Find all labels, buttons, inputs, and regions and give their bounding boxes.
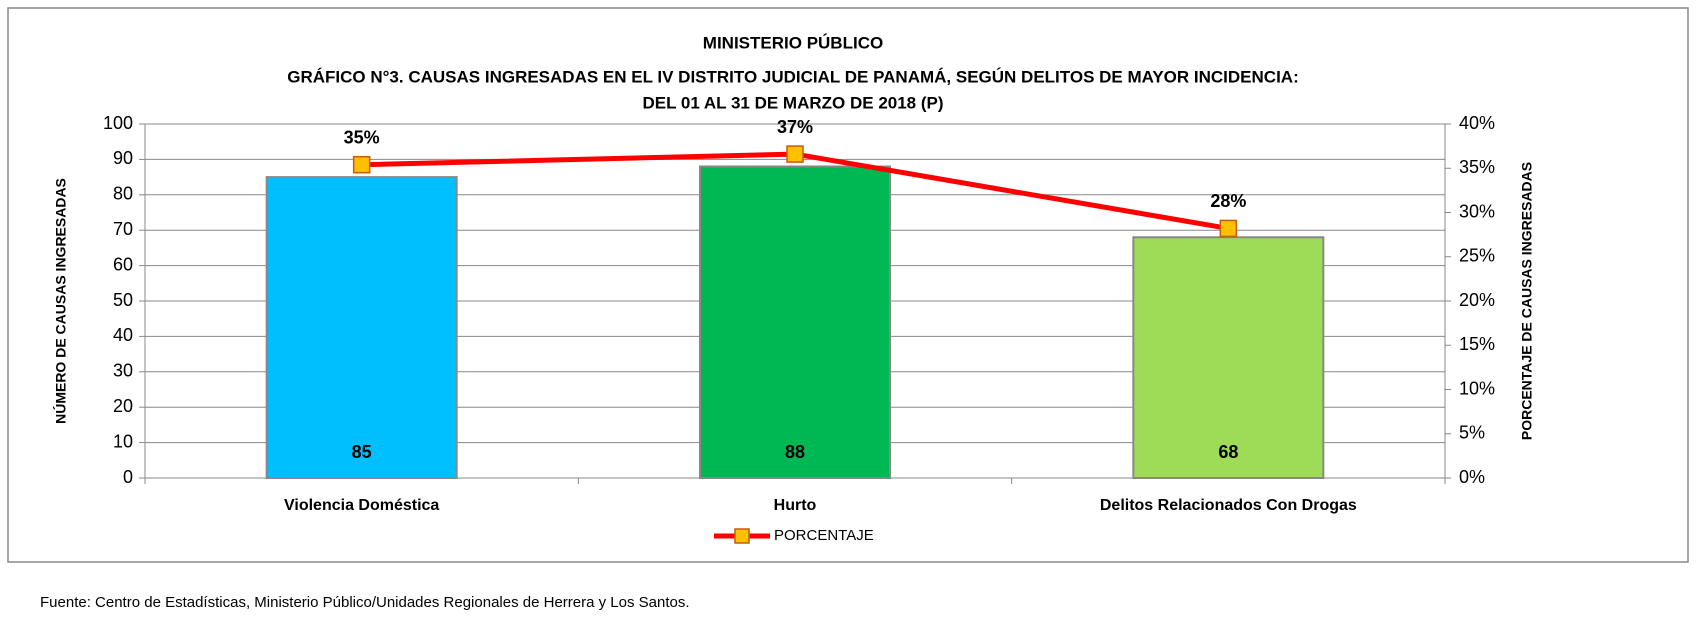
x-tick-label: Violencia Doméstica bbox=[284, 497, 439, 514]
y-tick-label: 10 bbox=[113, 431, 133, 451]
bar-value-label: 85 bbox=[352, 442, 372, 462]
y2-tick-label: 10% bbox=[1459, 378, 1495, 398]
bar-value-label: 88 bbox=[785, 442, 805, 462]
y2-tick-label: 5% bbox=[1459, 423, 1485, 443]
line-value-label: 37% bbox=[777, 117, 813, 137]
legend-marker bbox=[734, 528, 750, 544]
y-tick-label: 70 bbox=[113, 219, 133, 239]
line-value-label: 28% bbox=[1210, 191, 1246, 211]
y-tick-label: 80 bbox=[113, 184, 133, 204]
legend-label: PORCENTAJE bbox=[774, 527, 874, 544]
y-tick-label: 30 bbox=[113, 361, 133, 381]
line-value-label: 35% bbox=[344, 127, 380, 147]
bar bbox=[1132, 236, 1325, 479]
y2-tick-label: 30% bbox=[1459, 201, 1495, 221]
line-marker bbox=[352, 155, 371, 174]
y2-tick-label: 0% bbox=[1459, 467, 1485, 487]
y2-tick-label: 40% bbox=[1459, 113, 1495, 133]
y-tick-label: 50 bbox=[113, 290, 133, 310]
bar bbox=[265, 176, 458, 479]
y-tick-label: 90 bbox=[113, 148, 133, 168]
y2-tick-label: 20% bbox=[1459, 290, 1495, 310]
bar bbox=[699, 165, 891, 479]
x-tick-label: Delitos Relacionados Con Drogas bbox=[1100, 497, 1357, 514]
chart-title: MINISTERIO PÚBLICO bbox=[703, 33, 883, 52]
chart-subtitle: DEL 01 AL 31 DE MARZO DE 2018 (P) bbox=[642, 93, 943, 112]
line-marker bbox=[1219, 219, 1238, 238]
chart-subtitle: GRÁFICO N°3. CAUSAS INGRESADAS EN EL IV … bbox=[287, 67, 1298, 86]
y-tick-label: 100 bbox=[103, 113, 133, 133]
x-tick-label: Hurto bbox=[774, 497, 817, 514]
bar-value-label: 68 bbox=[1218, 442, 1238, 462]
y-tick-label: 20 bbox=[113, 396, 133, 416]
y-tick-label: 40 bbox=[113, 325, 133, 345]
y-axis-label: NÚMERO DE CAUSAS INGRESADAS bbox=[52, 178, 69, 424]
source-note: Fuente: Centro de Estadísticas, Minister… bbox=[40, 594, 690, 611]
y2-tick-label: 25% bbox=[1459, 246, 1495, 266]
line-marker bbox=[786, 145, 804, 163]
y2-axis-label: PORCENTAJE DE CAUSAS INGRESADAS bbox=[1519, 162, 1535, 440]
y2-tick-label: 15% bbox=[1459, 334, 1495, 354]
y2-tick-label: 35% bbox=[1459, 157, 1495, 177]
y-tick-label: 0 bbox=[123, 467, 133, 487]
y-tick-label: 60 bbox=[113, 254, 133, 274]
